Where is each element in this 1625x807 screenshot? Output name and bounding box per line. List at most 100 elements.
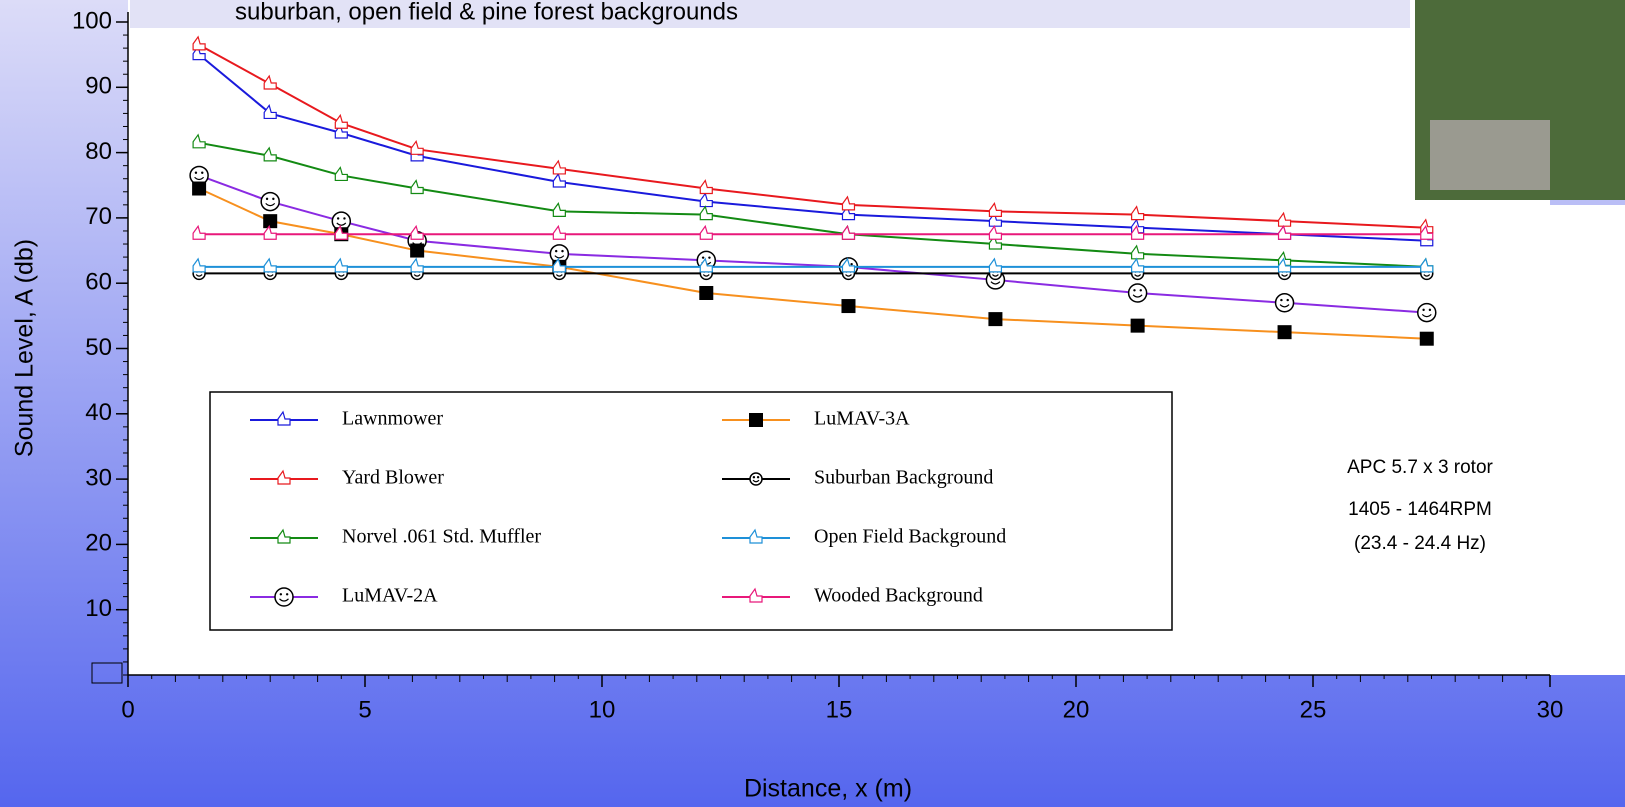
marker-shape: [988, 257, 1003, 273]
data-point: [1130, 318, 1145, 333]
data-point: [699, 192, 713, 208]
data-point: [552, 202, 566, 217]
marker-shape: [1277, 257, 1292, 273]
marker-shape: [263, 224, 277, 240]
legend-marker: [749, 413, 763, 427]
marker-shape: [410, 243, 425, 258]
data-point: [192, 181, 207, 196]
marker-shape: [554, 249, 558, 253]
marker-shape: [841, 224, 856, 240]
marker-shape: [334, 113, 348, 129]
marker-shape: [334, 257, 348, 273]
marker-shape: [279, 598, 289, 602]
y-tick-label: 100: [72, 7, 112, 34]
x-axis-title: Distance, x (m): [744, 775, 912, 803]
data-point: [192, 257, 206, 273]
marker-shape: [260, 191, 280, 212]
marker-shape: [413, 274, 421, 277]
legend-marker: [277, 528, 291, 544]
data-point: [988, 312, 1003, 327]
marker-shape: [699, 205, 713, 221]
marker-shape: [552, 224, 566, 240]
marker-shape: [1419, 331, 1434, 346]
data-point: [263, 74, 277, 90]
title-band: [130, 0, 1410, 28]
legend-label: Open Field Background: [814, 526, 1006, 548]
data-point: [841, 257, 856, 273]
marker-shape: [337, 274, 345, 277]
marker-shape: [554, 255, 565, 259]
data-point: [334, 224, 348, 240]
x-tick-label: 30: [1537, 696, 1564, 723]
marker-shape: [1281, 274, 1288, 277]
legend-label: Norvel .061 Std. Muffler: [342, 526, 541, 548]
marker-shape: [841, 195, 856, 211]
legend-marker: [277, 410, 291, 426]
data-point: [699, 224, 713, 240]
marker-shape: [279, 593, 283, 596]
marker-shape: [988, 202, 1003, 217]
marker-shape: [277, 469, 291, 485]
marker-shape: [277, 528, 291, 544]
x-tick-label: 0: [121, 696, 134, 723]
y-tick-label: 40: [85, 399, 112, 426]
data-point: [841, 195, 856, 211]
marker-shape: [841, 299, 856, 314]
marker-shape: [701, 256, 705, 259]
marker-shape: [699, 179, 713, 195]
marker-shape: [1134, 274, 1142, 277]
data-point: [552, 257, 566, 273]
marker-shape: [201, 171, 204, 174]
data-point: [699, 179, 713, 195]
marker-shape: [1417, 302, 1437, 323]
marker-shape: [263, 104, 277, 120]
x-tick-label: 25: [1300, 696, 1327, 723]
data-point: [1417, 302, 1437, 323]
data-point: [1277, 325, 1292, 340]
marker-shape: [991, 274, 999, 277]
data-point: [699, 205, 713, 221]
marker-shape: [1139, 289, 1142, 292]
marker-shape: [845, 274, 852, 277]
marker-shape: [702, 274, 710, 277]
legend-marker: [274, 587, 294, 607]
marker-shape: [1277, 224, 1292, 240]
data-point: [192, 35, 206, 51]
data-point: [1420, 257, 1434, 273]
legend-label: Yard Blower: [342, 467, 444, 489]
data-point: [699, 285, 714, 300]
marker-shape: [1422, 308, 1425, 312]
marker-shape: [1131, 257, 1145, 273]
data-point: [263, 224, 277, 240]
data-point: [192, 133, 206, 149]
y-tick-label: 20: [85, 530, 112, 557]
legend-label: Lawnmower: [342, 408, 443, 430]
marker-shape: [334, 166, 348, 182]
marker-shape: [850, 262, 853, 266]
marker-shape: [192, 257, 206, 273]
marker-shape: [194, 171, 198, 174]
marker-shape: [699, 224, 713, 240]
legend-marker: [749, 472, 763, 486]
legend-marker: [749, 587, 763, 603]
marker-shape: [749, 472, 763, 486]
marker-shape: [1131, 244, 1145, 260]
marker-shape: [699, 257, 713, 273]
y-tick-label: 80: [85, 138, 112, 165]
marker-shape: [192, 224, 206, 240]
chart-title: suburban, open field & pine forest backg…: [235, 0, 738, 25]
y-tick-label: 30: [85, 464, 112, 491]
data-point: [1131, 257, 1145, 273]
marker-shape: [343, 217, 346, 220]
corner-icon: [91, 662, 123, 684]
y-tick-label: 50: [85, 334, 112, 361]
marker-shape: [263, 146, 277, 162]
x-tick-label: 15: [826, 696, 853, 723]
legend-label: LuMAV-3A: [814, 408, 910, 430]
data-point: [410, 224, 424, 240]
marker-shape: [285, 593, 289, 596]
marker-shape: [1127, 283, 1148, 303]
marker-shape: [192, 133, 206, 149]
marker-shape: [555, 274, 563, 277]
